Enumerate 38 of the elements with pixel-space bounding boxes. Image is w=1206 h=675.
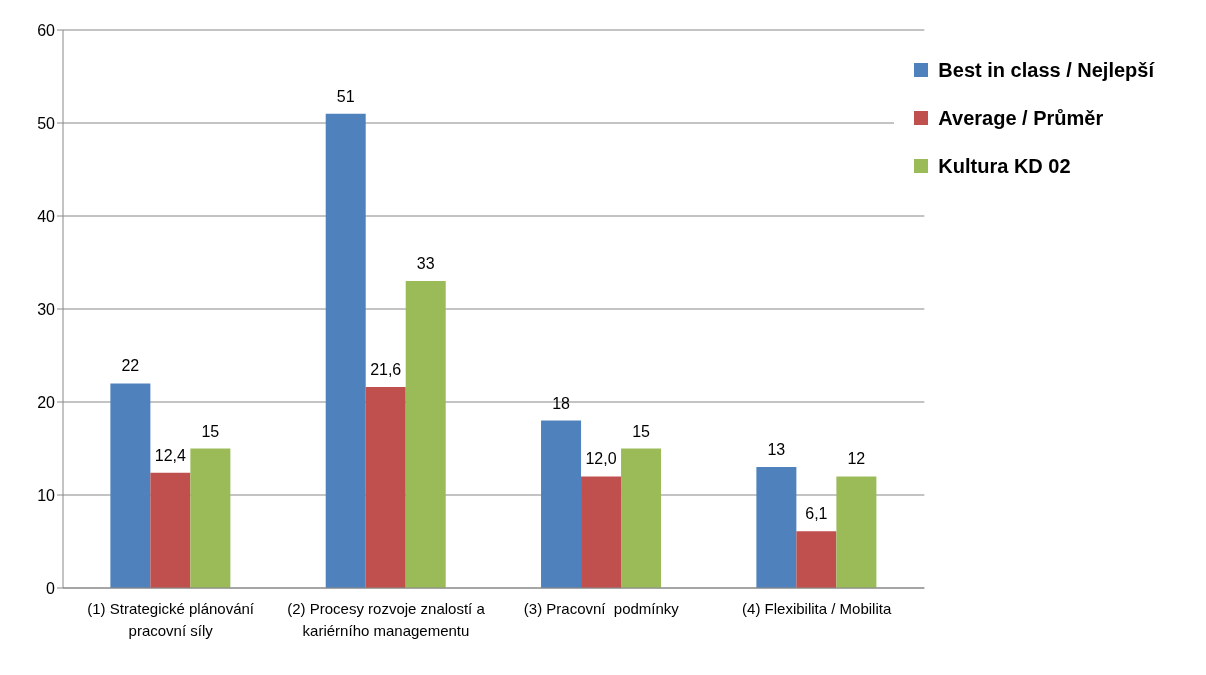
data-label: 33 <box>416 255 435 273</box>
data-label: 18 <box>552 394 571 412</box>
data-label: 15 <box>632 422 651 440</box>
bar <box>756 467 797 588</box>
data-label: 12,4 <box>154 446 187 464</box>
legend-label: Best in class / Nejlepší <box>938 58 1154 82</box>
bar <box>796 531 837 588</box>
x-tick-label: (2) Procesy rozvoje znalostí a kariérního managementu <box>287 600 486 639</box>
bar <box>150 472 191 588</box>
data-label: 21,6 <box>370 361 402 379</box>
x-tick-label: (1) Strategické plánování pracovní síly <box>87 600 255 639</box>
data-label: 6,1 <box>805 505 828 523</box>
data-label: 51 <box>336 87 355 105</box>
bar <box>325 113 366 588</box>
y-tick-label: 50 <box>37 114 56 132</box>
bar <box>541 420 582 588</box>
y-tick-label: 40 <box>37 207 56 225</box>
data-label: 22 <box>121 357 140 375</box>
bar <box>190 448 231 588</box>
data-label: 13 <box>767 441 786 459</box>
data-label: 12,0 <box>585 450 617 468</box>
bar <box>365 387 406 588</box>
bar <box>836 476 877 588</box>
legend-label: Kultura KD 02 <box>938 154 1071 178</box>
data-label: 15 <box>201 422 220 440</box>
bar <box>581 476 622 588</box>
y-tick-label: 20 <box>37 393 56 411</box>
bar <box>405 281 446 588</box>
y-tick-label: 60 <box>37 21 56 39</box>
legend-label: Average / Průměr <box>938 106 1104 130</box>
bar <box>110 383 151 588</box>
data-label: 12 <box>847 450 866 468</box>
x-tick-label: (4) Flexibilita / Mobilita <box>742 600 892 617</box>
bar <box>621 448 662 588</box>
y-tick-label: 30 <box>37 300 56 318</box>
y-tick-label: 10 <box>37 486 56 504</box>
x-tick-label: (3) Pracovní podmínky <box>523 600 680 617</box>
y-tick-label: 0 <box>46 579 56 597</box>
